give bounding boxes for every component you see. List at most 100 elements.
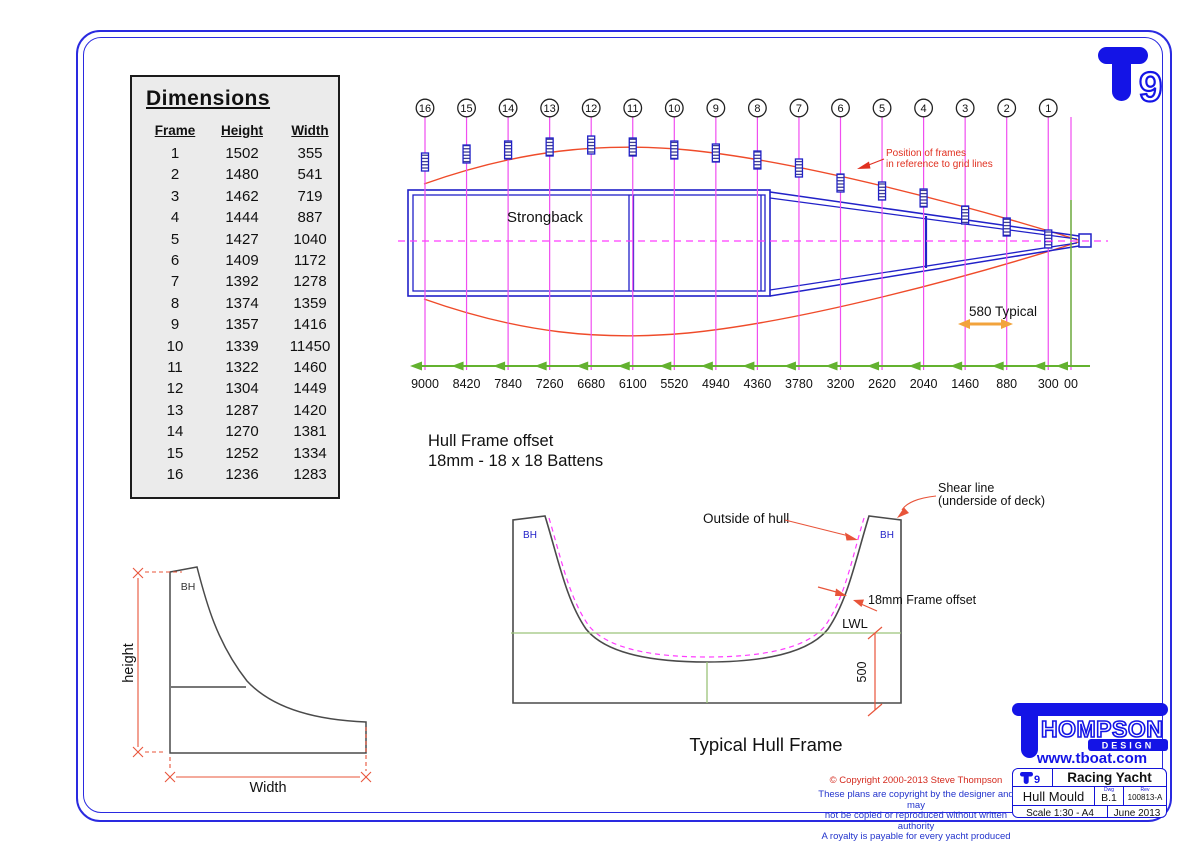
brand-name: HOMPSON [1041, 716, 1163, 742]
rev-cell: Rev 100813-A [1124, 787, 1166, 805]
frame-number-circle [498, 98, 518, 118]
outside-of-hull-arrow [784, 519, 858, 541]
page-border-inner [83, 37, 1163, 813]
station-distance-label: 00 [1064, 377, 1078, 391]
strongback-structure [407, 189, 1092, 297]
dimension-cell: 15 [166, 444, 184, 462]
bh-label-left: BH [523, 530, 537, 541]
dimension-cell: 355 [297, 145, 323, 162]
frame-number: 14 [502, 103, 514, 115]
dimension-cell: 12 [166, 380, 184, 398]
frame-number: 5 [879, 103, 885, 115]
frame-offset-label: 18mm Frame offset [868, 593, 977, 607]
width-dimension [164, 727, 372, 783]
dimension-cell: 2 [170, 166, 180, 184]
dimension-cell: 1444 [225, 209, 259, 227]
svg-text:in reference to grid lines: in reference to grid lines [886, 159, 993, 170]
frame-number-circle [997, 98, 1017, 118]
frame-number-circle [872, 98, 892, 118]
copyright-line: © Copyright 2000-2013 Steve Thompson [829, 775, 1003, 786]
dimension-cell: 10 [166, 337, 184, 355]
dimension-cell: 887 [297, 209, 323, 227]
column-header-frame: Frame [154, 123, 196, 138]
shear-line-arrow [897, 495, 937, 518]
dimension-cell: 1357 [225, 316, 259, 334]
frame-number: 6 [837, 103, 843, 115]
dimension-cell: 1236 [225, 466, 259, 484]
depth-dim-label: 500 [855, 662, 869, 683]
station-distance-label: 4360 [743, 377, 771, 391]
dimension-cell: 1252 [225, 444, 259, 462]
half-frame-bh-label: BH [181, 581, 196, 593]
batten [836, 173, 845, 193]
batten [1002, 217, 1011, 237]
shear-line-label1: Shear line [938, 481, 994, 495]
copyright-notice-2: not be copied or reproduced without writ… [824, 810, 1008, 832]
project-name: Racing Yacht [1067, 770, 1152, 785]
strongback-label: Strongback [507, 209, 583, 226]
station-distance-label: 880 [996, 377, 1017, 391]
dimension-cell: 1427 [225, 230, 259, 248]
dimension-cell: 1283 [293, 466, 327, 484]
dimension-cell: 1502 [225, 145, 259, 162]
frame-number-circle [955, 98, 975, 118]
page-border-outer [76, 30, 1172, 822]
dimension-cell: 1416 [293, 316, 327, 334]
frame-number-circle [747, 98, 767, 118]
dimension-cell: 1359 [293, 294, 327, 312]
batten [961, 205, 970, 225]
title-block-logo-cell: 9 [1013, 769, 1053, 786]
dimension-cell: 8 [170, 294, 180, 312]
batten [877, 181, 887, 201]
dimensions-grid: Frame Height Width 1 1502 355 2 1480 541 3 1462… [146, 123, 338, 486]
frame-number-circle [1038, 98, 1058, 118]
hull-plan-view: 9000168420157840147260136680126100115520… [398, 98, 1108, 470]
batten [628, 137, 637, 157]
dimension-cell: 1 [170, 145, 180, 162]
dimension-cell: 1381 [293, 423, 327, 441]
height-dimension [132, 567, 182, 758]
batten [794, 158, 804, 178]
scale-value: Scale 1:30 - A4 [1013, 806, 1108, 817]
dimension-cell: 13 [166, 401, 184, 419]
batten [919, 188, 928, 208]
station-distance-label: 2040 [910, 377, 938, 391]
batten [753, 150, 762, 170]
dimension-cell: 14 [166, 423, 184, 441]
dimension-cell: 9 [170, 316, 180, 334]
station-distance-label: 3780 [785, 377, 813, 391]
t9-corner-logo: 9 [1096, 44, 1168, 111]
rev-label: Rev [1140, 787, 1150, 793]
frame-number-circle [914, 98, 934, 118]
frame-number-circle [664, 98, 684, 118]
rev-value: 100813-A [1127, 793, 1163, 802]
dimension-cell: 11450 [289, 337, 331, 355]
dimension-cell: 1270 [225, 423, 259, 441]
dimension-cell: 1420 [293, 401, 327, 419]
dwg-label: Dwg [1103, 787, 1114, 793]
batten [670, 140, 679, 160]
dimension-cell: 4 [170, 209, 180, 227]
dimension-cell: 541 [297, 166, 323, 184]
frames-position-note: Position of frames in reference to grid … [857, 148, 993, 170]
baseline-arrowhead [410, 361, 422, 371]
drawing-title: Hull Mould [1013, 787, 1095, 805]
dimension-cell: 6 [170, 252, 180, 270]
dimension-cell: 7 [170, 273, 180, 291]
dimension-cell: 1339 [225, 337, 259, 355]
dimensions-table: Dimensions Frame Height Width 1 1502 355 2 1… [130, 75, 340, 499]
batten [711, 143, 720, 163]
shear-line-label2: (underside of deck) [938, 494, 1045, 508]
frame-number-circle [415, 98, 435, 118]
dwg-value: B.1 [1101, 792, 1117, 804]
dimension-cell: 719 [297, 187, 323, 205]
frame-number: 1 [1045, 103, 1051, 115]
typical-hull-frame: 500 LWL BH BH Outside of hull Shear line… [511, 481, 1045, 755]
station-distance-label: 4940 [702, 377, 730, 391]
t9-logo-icon: 9 [1098, 47, 1163, 111]
column-header-height: Height [221, 123, 263, 138]
thompson-logo-icon: HOMPSON DESIGN www.tboat.com [1012, 703, 1168, 767]
batten [1044, 229, 1053, 249]
dimension-cell: 16 [166, 466, 184, 484]
t9-mini-nine: 9 [1034, 774, 1040, 785]
